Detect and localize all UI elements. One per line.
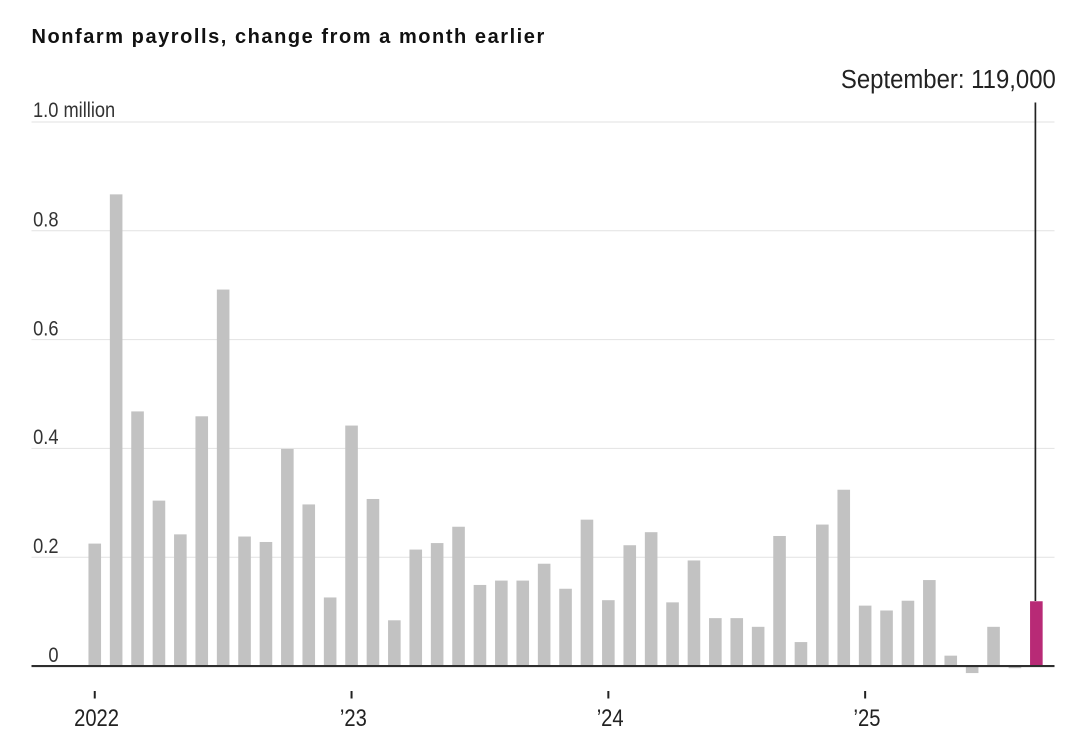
- svg-text:September: 119,000: September: 119,000: [841, 65, 1056, 94]
- svg-text:0: 0: [48, 644, 58, 667]
- svg-text:0.2: 0.2: [33, 535, 58, 558]
- svg-text:0.8: 0.8: [33, 208, 58, 231]
- svg-text:2022: 2022: [74, 704, 119, 731]
- svg-text:Nonfarm payrolls, change from: Nonfarm payrolls, change from a month ea…: [32, 26, 546, 48]
- svg-text:’25: ’25: [853, 704, 880, 731]
- svg-text:0.4: 0.4: [33, 426, 58, 449]
- svg-text:’24: ’24: [597, 704, 624, 731]
- svg-text:0.6: 0.6: [33, 317, 58, 340]
- svg-text:’23: ’23: [340, 704, 367, 731]
- svg-text:1.0 million: 1.0 million: [33, 99, 115, 122]
